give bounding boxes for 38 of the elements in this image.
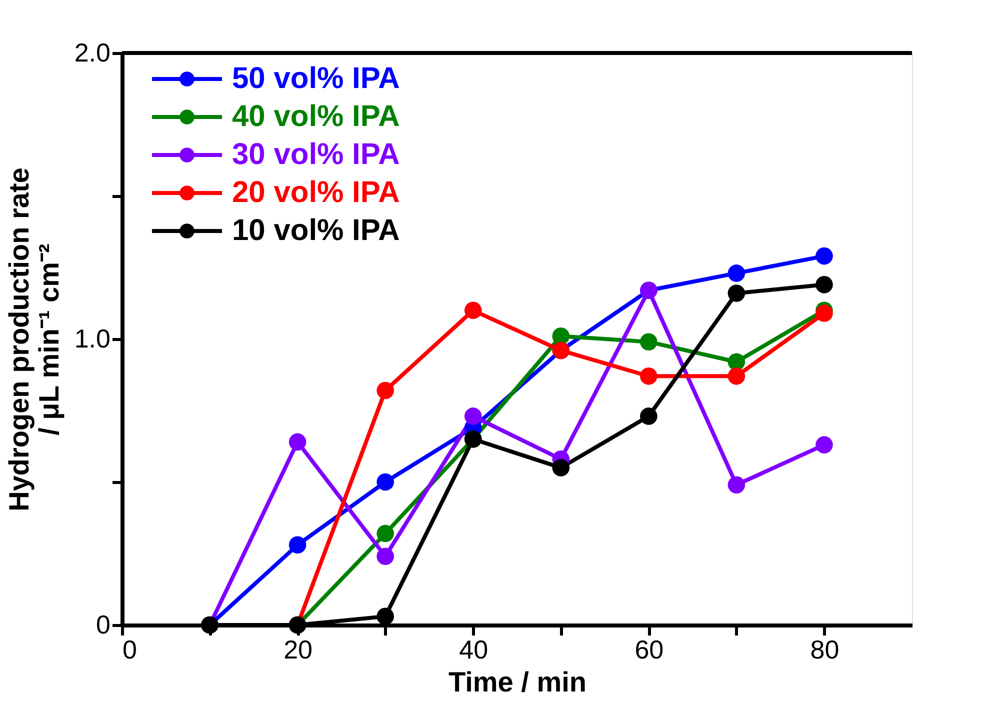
point bbox=[376, 524, 394, 542]
legend-label: 20 vol% IPA bbox=[232, 176, 400, 209]
point bbox=[640, 368, 658, 385]
legend-label: 50 vol% IPA bbox=[232, 62, 400, 95]
point bbox=[728, 476, 746, 494]
point bbox=[816, 436, 833, 454]
point bbox=[376, 608, 394, 626]
point bbox=[288, 433, 306, 451]
point bbox=[552, 459, 570, 476]
point bbox=[728, 284, 746, 302]
point bbox=[464, 408, 482, 425]
point bbox=[376, 548, 394, 566]
point bbox=[376, 382, 394, 400]
x-tick-label: 60 bbox=[634, 634, 664, 664]
point bbox=[728, 264, 746, 282]
y-tick-label: 0 bbox=[96, 610, 110, 640]
point bbox=[816, 304, 833, 322]
x-tick-label: 0 bbox=[122, 634, 137, 664]
y-tick-label: 2.0 bbox=[74, 38, 110, 68]
point bbox=[640, 408, 658, 425]
legend-label: 30 vol% IPA bbox=[232, 138, 400, 171]
legend-label: 10 vol% IPA bbox=[232, 214, 400, 247]
legend-label: 40 vol% IPA bbox=[232, 100, 400, 133]
y-tick-label: 1.0 bbox=[74, 324, 110, 354]
point bbox=[640, 333, 658, 351]
x-axis-title: Time / min bbox=[448, 666, 586, 698]
point bbox=[816, 276, 833, 294]
point bbox=[552, 327, 570, 345]
point bbox=[728, 353, 746, 371]
x-tick-label: 40 bbox=[459, 634, 488, 664]
y-axis-title: Hydrogen production rate / μL min⁻¹ cm⁻² bbox=[3, 168, 64, 512]
point bbox=[816, 247, 833, 265]
x-tick-label: 80 bbox=[810, 634, 840, 664]
point bbox=[376, 473, 394, 491]
x-tick-label: 20 bbox=[284, 634, 313, 664]
point bbox=[288, 536, 306, 554]
point bbox=[728, 368, 746, 385]
point bbox=[464, 302, 482, 320]
